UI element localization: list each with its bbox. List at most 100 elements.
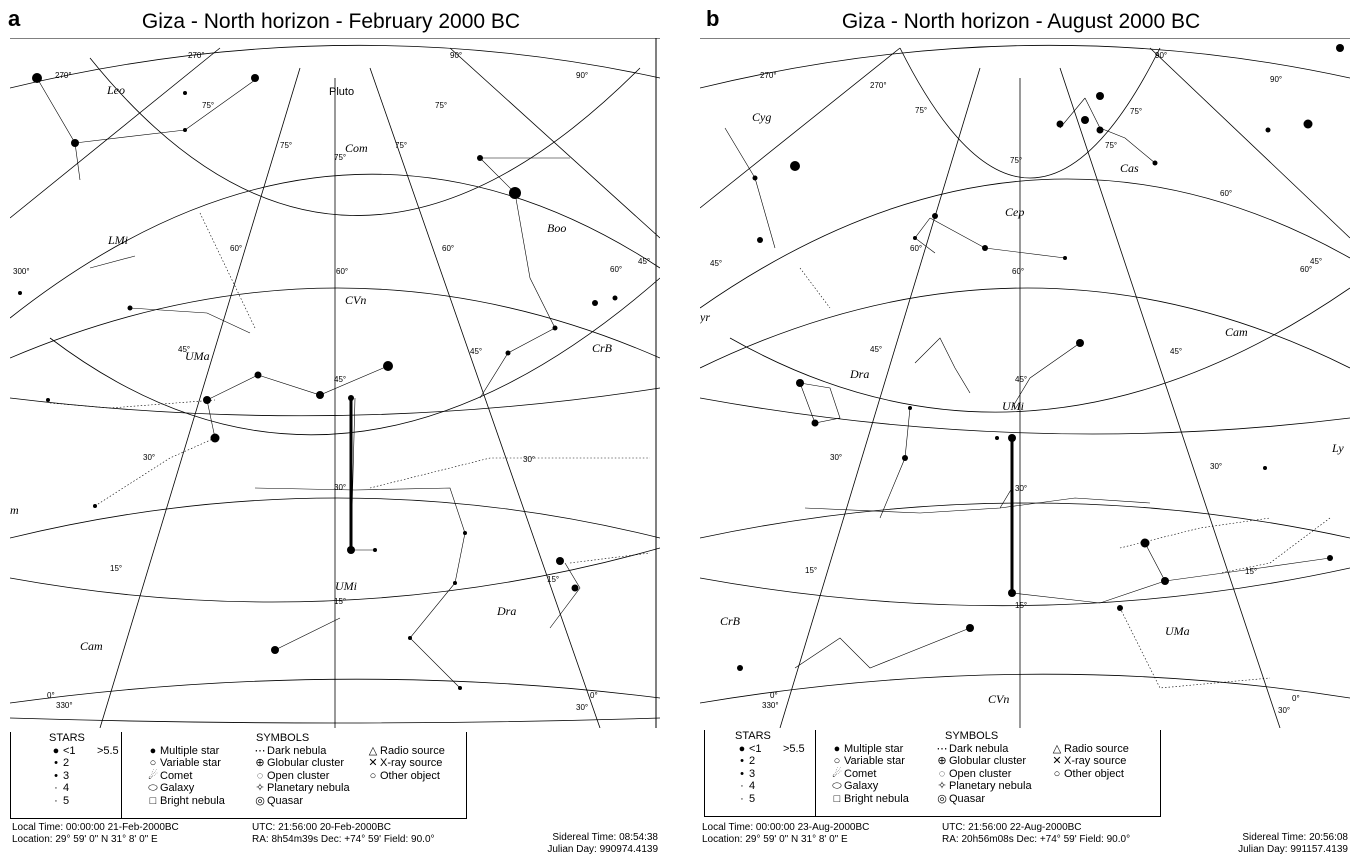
svg-text:60°: 60°: [1300, 265, 1312, 274]
svg-text:Cam: Cam: [1225, 325, 1248, 339]
panel-label: a: [8, 6, 21, 31]
svg-text:0°: 0°: [1292, 694, 1300, 703]
panel-title: Giza - North horizon - August 2000 BC: [841, 10, 1201, 33]
svg-text:45°: 45°: [178, 345, 190, 354]
svg-text:CVn: CVn: [988, 692, 1009, 706]
svg-text:45°: 45°: [1170, 347, 1182, 356]
svg-text:15°: 15°: [1245, 567, 1257, 576]
svg-text:75°: 75°: [202, 101, 214, 110]
altitude-circles: [10, 44, 660, 724]
svg-text:30°: 30°: [830, 453, 842, 462]
star-chart: Leo LMi Com CVn Boo CrB UMa UMi Dra Cam …: [10, 38, 660, 728]
svg-text:m: m: [10, 503, 19, 517]
azimuth-lines: [10, 47, 660, 728]
svg-text:Pluto: Pluto: [329, 86, 354, 98]
svg-text:75°: 75°: [1105, 141, 1117, 150]
chart-panel-a: a Giza - North horizon - February 2000 B…: [0, 0, 662, 868]
svg-text:30°: 30°: [334, 483, 346, 492]
panel-title: Giza - North horizon - February 2000 BC: [141, 10, 521, 33]
svg-text:90°: 90°: [1155, 51, 1167, 60]
svg-text:30°: 30°: [143, 453, 155, 462]
footer-left: Local Time: 00:00:00 21-Feb-2000BC Locat…: [12, 822, 179, 845]
svg-text:0°: 0°: [590, 691, 598, 700]
svg-text:45°: 45°: [470, 347, 482, 356]
svg-text:30°: 30°: [576, 703, 588, 712]
svg-text:60°: 60°: [442, 244, 454, 253]
symbols-legend: SYMBOLS ● Multiple star ○ Variable star ☄ C…: [832, 730, 999, 805]
svg-text:300°: 300°: [13, 267, 30, 276]
svg-text:0°: 0°: [47, 691, 55, 700]
svg-text:30°: 30°: [1210, 462, 1222, 471]
chart-panel-b: b Giza - North horizon - August 2000 BC: [690, 0, 1350, 868]
svg-text:75°: 75°: [334, 153, 346, 162]
sky-map: Cyg Cas Cep Dra Cam UMi Ly UMa CrB CVn y…: [700, 38, 1350, 728]
svg-text:330°: 330°: [762, 701, 779, 710]
svg-text:30°: 30°: [1015, 484, 1027, 493]
legend: STARS ● <1 >5.5 • 2 • 3 · 4 · 5 SYMBOLS ● Mult…: [704, 730, 1161, 817]
svg-text:Ly: Ly: [1331, 441, 1344, 455]
svg-text:Cep: Cep: [1005, 205, 1024, 219]
svg-text:Cam: Cam: [80, 639, 103, 653]
svg-text:UMa: UMa: [1165, 624, 1190, 638]
svg-text:15°: 15°: [805, 566, 817, 575]
svg-text:UMa: UMa: [185, 349, 210, 363]
svg-text:Dra: Dra: [496, 604, 516, 618]
svg-text:60°: 60°: [230, 244, 242, 253]
svg-text:Boo: Boo: [547, 221, 566, 235]
svg-text:90°: 90°: [450, 51, 462, 60]
svg-text:45°: 45°: [1015, 375, 1027, 384]
sky-map: Leo LMi Com CVn Boo CrB UMa UMi Dra Cam …: [10, 38, 660, 728]
footer-mid: UTC: 21:56:00 22-Aug-2000BC RA: 20h56m08…: [942, 822, 1131, 845]
svg-text:270°: 270°: [870, 81, 887, 90]
svg-text:LMi: LMi: [107, 233, 128, 247]
svg-text:45°: 45°: [638, 257, 650, 266]
svg-text:60°: 60°: [610, 265, 622, 274]
footer-mid: UTC: 21:56:00 20-Feb-2000BC RA: 8h54m39s…: [252, 822, 435, 845]
svg-text:45°: 45°: [1310, 257, 1322, 266]
svg-text:45°: 45°: [870, 345, 882, 354]
footer-left: Local Time: 00:00:00 23-Aug-2000BC Locat…: [702, 822, 870, 845]
stars-legend: STARS ● <1 >5.5 • 2 • 3 · 4 · 5: [49, 732, 119, 807]
svg-text:75°: 75°: [280, 141, 292, 150]
svg-text:60°: 60°: [336, 267, 348, 276]
svg-text:75°: 75°: [435, 101, 447, 110]
legend: STARS ● <1 >5.5 • 2 • 3 · 4 · 5 SYMBOLS ● Mult…: [10, 732, 467, 819]
svg-text:30°: 30°: [523, 455, 535, 464]
svg-text:Cas: Cas: [1120, 161, 1139, 175]
svg-text:75°: 75°: [915, 106, 927, 115]
constellation-label: Leo: [106, 83, 125, 97]
svg-text:75°: 75°: [395, 141, 407, 150]
svg-text:15°: 15°: [547, 575, 559, 584]
svg-text:90°: 90°: [576, 71, 588, 80]
svg-text:CVn: CVn: [345, 293, 366, 307]
svg-text:Cyg: Cyg: [752, 110, 771, 124]
svg-text:90°: 90°: [1270, 75, 1282, 84]
footer-right: Sidereal Time: 20:56:08 Julian Day: 9911…: [1238, 832, 1348, 855]
svg-text:270°: 270°: [760, 71, 777, 80]
svg-text:Dra: Dra: [849, 367, 869, 381]
svg-text:15°: 15°: [334, 597, 346, 606]
stars-legend: STARS ● <1 >5.5 • 2 • 3 · 4 · 5: [735, 730, 805, 805]
svg-text:45°: 45°: [710, 259, 722, 268]
svg-text:60°: 60°: [1012, 267, 1024, 276]
svg-text:0°: 0°: [770, 691, 778, 700]
svg-text:30°: 30°: [1278, 706, 1290, 715]
svg-text:15°: 15°: [110, 564, 122, 573]
svg-text:270°: 270°: [55, 71, 72, 80]
svg-text:45°: 45°: [334, 375, 346, 384]
svg-text:60°: 60°: [910, 244, 922, 253]
svg-text:CrB: CrB: [592, 341, 613, 355]
star-chart: Cyg Cas Cep Dra Cam UMi Ly UMa CrB CVn y…: [700, 38, 1350, 728]
svg-text:CrB: CrB: [720, 614, 741, 628]
svg-text:15°: 15°: [1015, 601, 1027, 610]
svg-text:60°: 60°: [1220, 189, 1232, 198]
svg-text:330°: 330°: [56, 701, 73, 710]
svg-text:UMi: UMi: [335, 579, 357, 593]
svg-text:270°: 270°: [188, 51, 205, 60]
svg-text:yr: yr: [700, 310, 710, 324]
svg-text:75°: 75°: [1010, 156, 1022, 165]
svg-text:UMi: UMi: [1002, 399, 1024, 413]
footer-right: Sidereal Time: 08:54:38 Julian Day: 9909…: [547, 832, 658, 855]
symbols-legend: SYMBOLS ● Multiple star ○ Variable star ☄ C…: [148, 732, 310, 807]
svg-text:Com: Com: [345, 141, 368, 155]
